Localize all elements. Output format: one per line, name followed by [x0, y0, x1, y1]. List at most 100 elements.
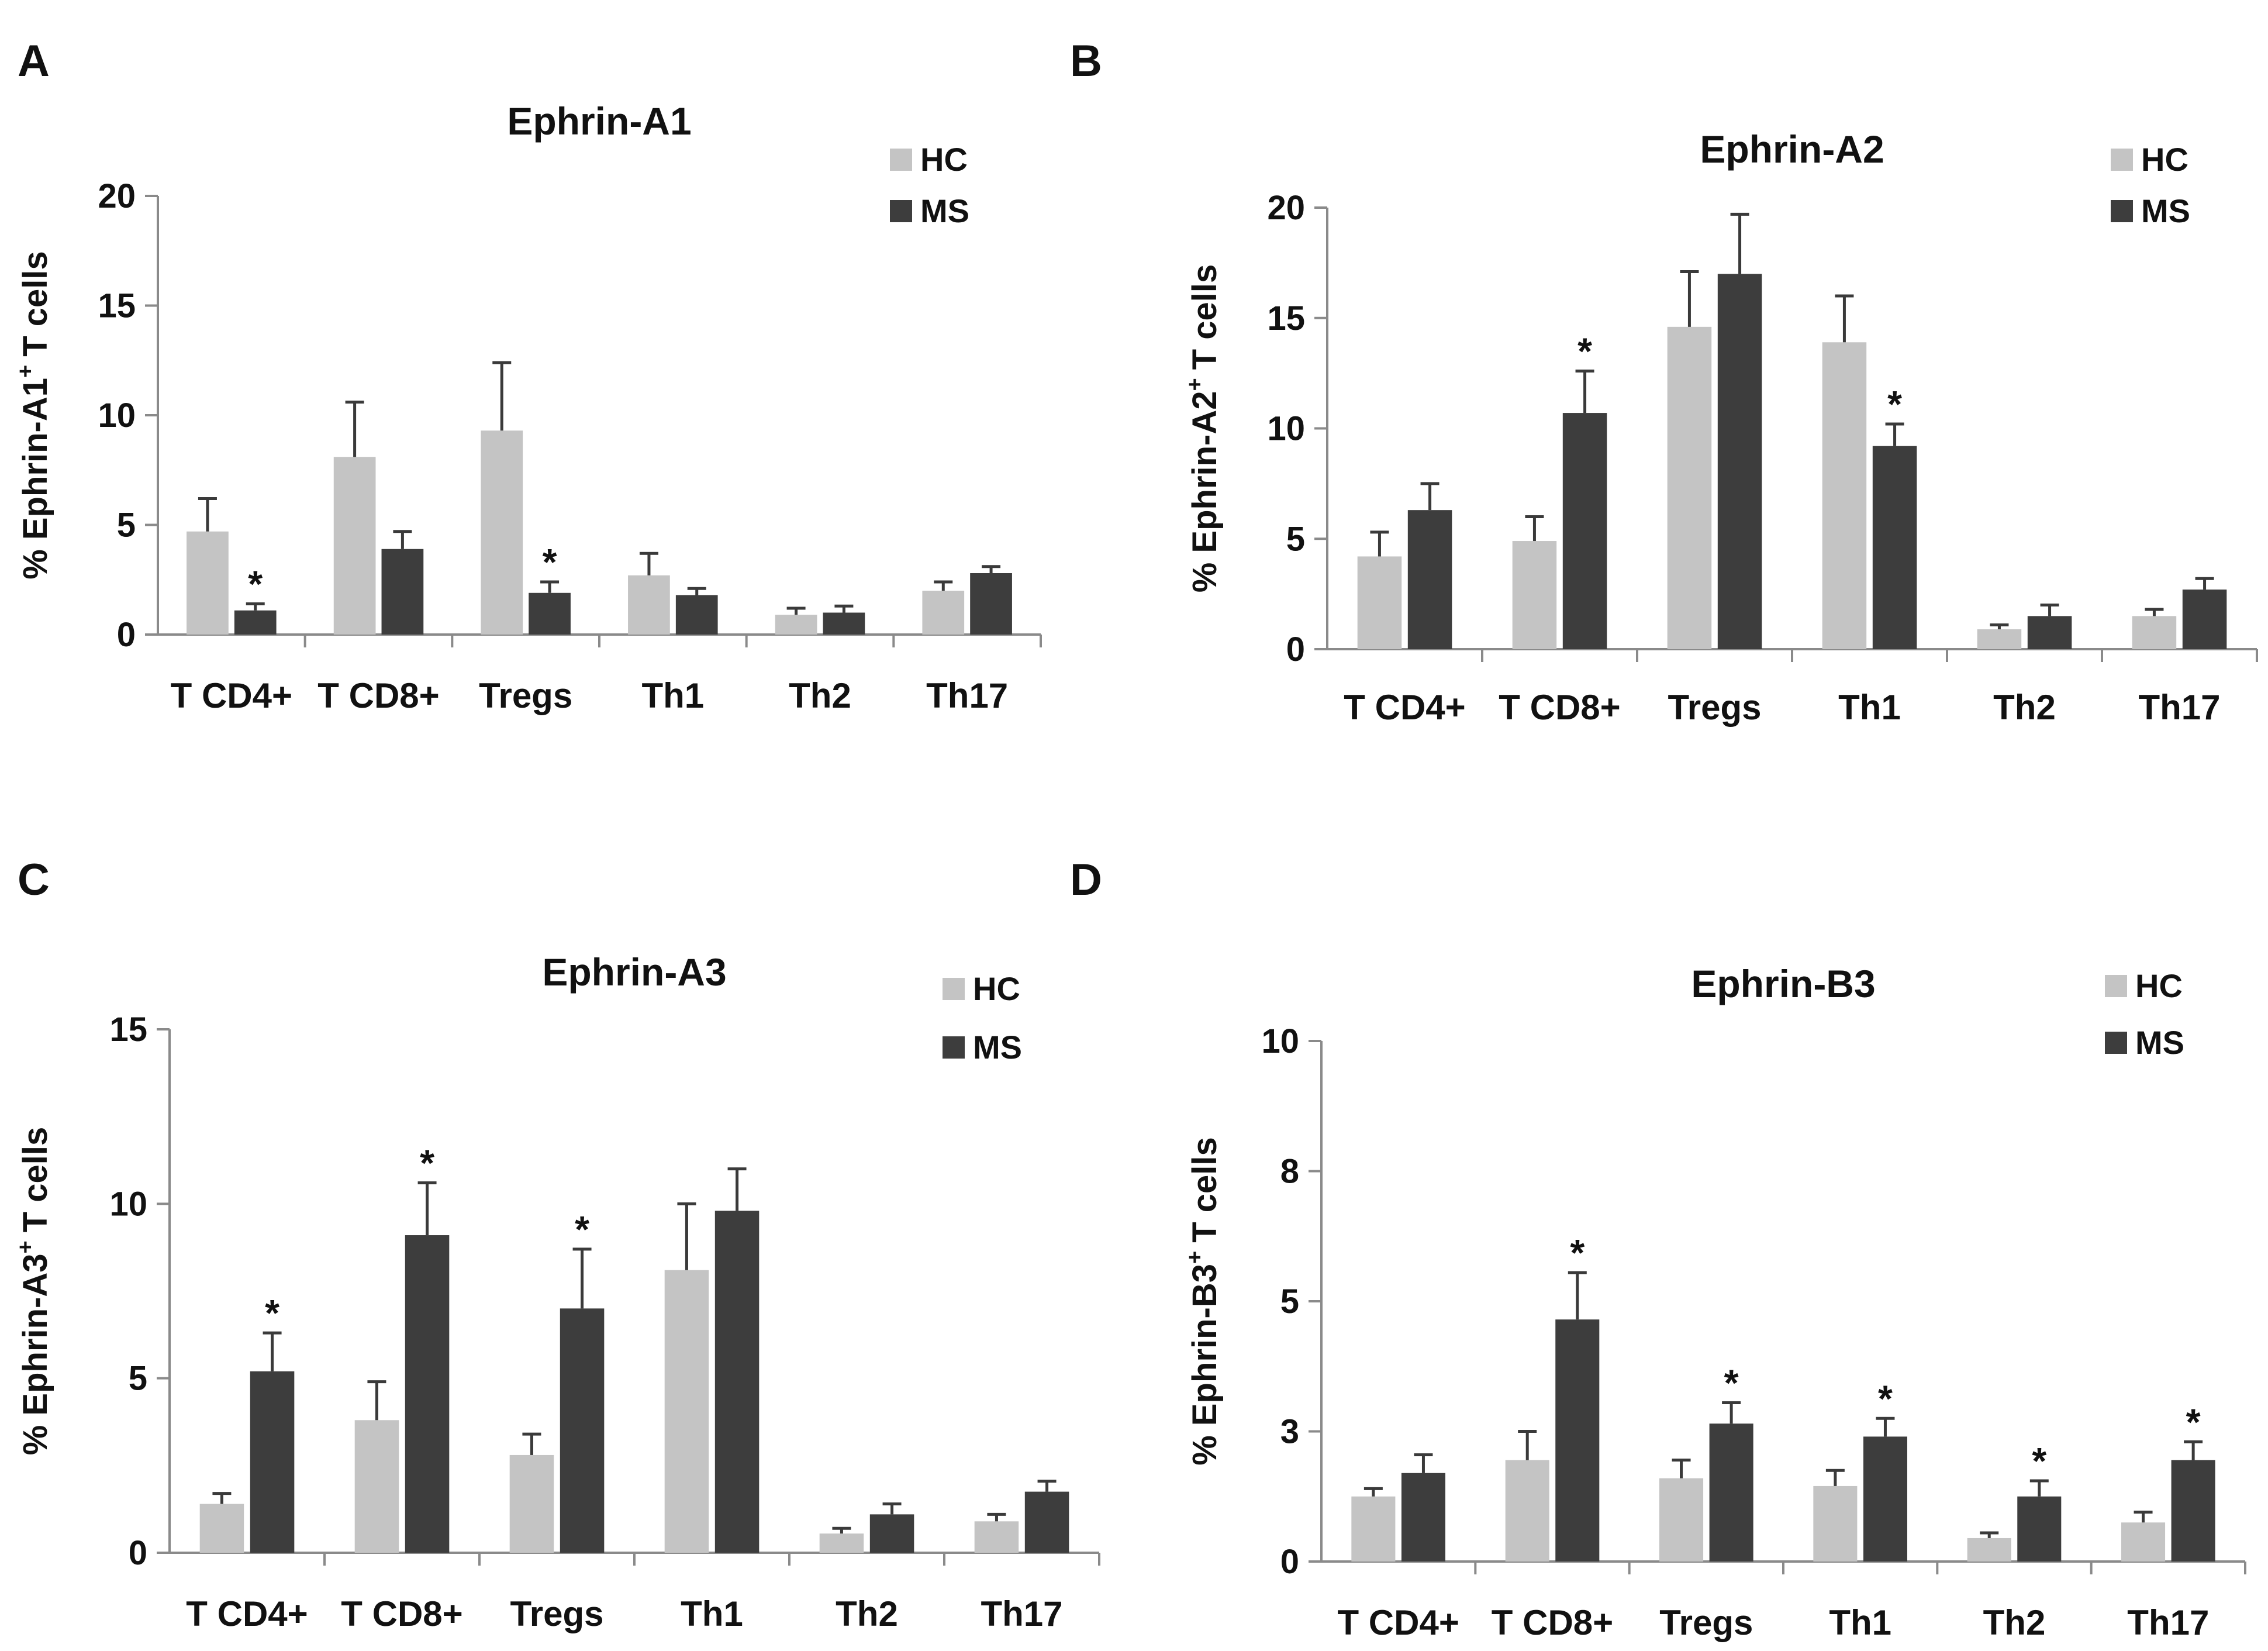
- bar-hc-tregs: [1659, 1478, 1704, 1562]
- category-label: Th2: [836, 1594, 898, 1633]
- bar-hc-tcd8: [1505, 1460, 1549, 1562]
- bar-ms-tcd8: [381, 549, 424, 635]
- y-tick-label: 8: [1280, 1153, 1299, 1191]
- bar-ms-tcd4: [1401, 1473, 1445, 1562]
- y-tick-label: 10: [1267, 410, 1305, 448]
- category-label: Th17: [2138, 688, 2220, 727]
- y-axis-label: % Ephrin-A3+ T cells: [13, 1127, 54, 1456]
- bar-hc-th2: [1977, 629, 2022, 649]
- bar-ms-tcd4: [250, 1371, 295, 1553]
- y-axis-label: % Ephrin-A2+ T cells: [1183, 264, 1224, 593]
- legend-swatch-ms: [943, 1036, 965, 1059]
- category-label: Th1: [681, 1594, 743, 1633]
- category-label: T CD8+: [1499, 688, 1620, 727]
- panel-letter: A: [18, 36, 50, 86]
- panel-c: C Ephrin-A3 0 5 10 15 % Ephrin-A3+ T cells T CD4…: [13, 855, 1100, 1633]
- panel-letter: C: [18, 855, 50, 905]
- legend-label-hc: HC: [2141, 141, 2188, 178]
- legend-label-ms: MS: [973, 1029, 1022, 1066]
- y-axis-label-main: % Ephrin-A3: [16, 1253, 54, 1455]
- chart-title: Ephrin-A1: [507, 99, 691, 143]
- panel-letter: D: [1070, 855, 1102, 905]
- y-axis-label-main: % Ephrin-B3: [1186, 1264, 1224, 1466]
- y-axis-label-sup: +: [1183, 378, 1207, 391]
- legend-label-hc: HC: [920, 141, 968, 178]
- chart-title: Ephrin-A3: [542, 950, 726, 994]
- bar-hc-tcd8: [1512, 541, 1557, 649]
- bar-ms-tcd4: [234, 610, 277, 635]
- legend-swatch-hc: [2111, 149, 2133, 171]
- bar-ms-tregs: [529, 592, 571, 635]
- bar-ms-th17: [970, 573, 1012, 635]
- significance-star: *: [2186, 1401, 2201, 1443]
- bar-hc-th1: [1822, 342, 1867, 649]
- panel-d: D Ephrin-B3 0 3 5 8 10 % Ephrin-B3+ T cells T CD4…: [1070, 855, 2246, 1642]
- category-label: Th2: [789, 676, 851, 715]
- y-axis-label-suffix: T cells: [16, 1127, 54, 1233]
- bar-ms-tcd8: [405, 1235, 450, 1553]
- legend-label-hc: HC: [973, 970, 1020, 1007]
- bar-hc-th2: [775, 615, 817, 635]
- bar-ms-th1: [675, 595, 718, 635]
- category-label: Th1: [1829, 1603, 1891, 1642]
- y-axis-label-sup: +: [13, 1240, 38, 1253]
- bar-ms-th1: [1863, 1436, 1907, 1562]
- legend-label-hc: HC: [2135, 967, 2183, 1004]
- y-tick-label: 20: [1267, 189, 1305, 227]
- y-axis-label-main: % Ephrin-A1: [16, 378, 54, 580]
- y-tick-label: 0: [129, 1534, 147, 1572]
- bar-ms-tregs: [560, 1308, 605, 1553]
- y-tick-label: 15: [98, 287, 136, 325]
- category-label: T CD8+: [1492, 1603, 1613, 1642]
- y-tick-label: 0: [1286, 630, 1305, 668]
- bar-hc-tregs: [481, 430, 523, 635]
- bar-hc-tcd8: [354, 1420, 399, 1553]
- significance-star: *: [248, 563, 263, 605]
- chart-title: Ephrin-A2: [1700, 127, 1884, 171]
- legend-label-ms: MS: [2135, 1024, 2184, 1061]
- legend-swatch-ms: [890, 200, 912, 222]
- bar-ms-tcd8: [1555, 1319, 1600, 1562]
- bar-ms-th2: [2027, 616, 2072, 649]
- significance-star: *: [265, 1292, 279, 1334]
- y-tick-label: 3: [1280, 1413, 1299, 1451]
- bar-hc-tcd4: [187, 531, 229, 635]
- y-tick-label: 5: [1280, 1283, 1299, 1321]
- y-axis-label-suffix: T cells: [1186, 264, 1224, 370]
- y-axis-label-sup: +: [1183, 1251, 1207, 1264]
- bar-hc-th1: [1813, 1485, 1858, 1562]
- bar-ms-tregs: [1709, 1423, 1753, 1562]
- category-label: Tregs: [1659, 1603, 1753, 1642]
- y-tick-label: 15: [109, 1011, 147, 1049]
- bar-hc-th17: [2121, 1522, 2166, 1562]
- category-label: Th17: [926, 676, 1008, 715]
- legend-label-ms: MS: [2141, 192, 2190, 229]
- panel-letter: B: [1070, 36, 1102, 86]
- category-label: T CD4+: [186, 1594, 308, 1633]
- bar-ms-tcd8: [1562, 413, 1607, 649]
- y-tick-label: 10: [109, 1185, 147, 1223]
- category-label: T CD4+: [1337, 1603, 1459, 1642]
- bar-ms-th17: [2171, 1460, 2215, 1562]
- y-tick-label: 0: [1280, 1543, 1299, 1581]
- significance-star: *: [1878, 1377, 1893, 1419]
- bar-hc-tregs: [1667, 326, 1712, 649]
- category-label: T CD4+: [1344, 688, 1465, 727]
- category-label: Th1: [1838, 688, 1901, 727]
- significance-star: *: [2032, 1440, 2046, 1482]
- panel-b: B Ephrin-A2 0 5 10 15 20 % Ephrin-A2+ T cells T C…: [1070, 36, 2258, 727]
- bar-ms-th2: [2017, 1496, 2062, 1562]
- category-label: Th1: [641, 676, 704, 715]
- legend-swatch-hc: [890, 149, 912, 171]
- bar-hc-tcd8: [333, 457, 376, 635]
- category-label: Th17: [981, 1594, 1062, 1633]
- y-tick-label: 10: [98, 397, 136, 435]
- category-label: Tregs: [479, 676, 572, 715]
- category-label: T CD8+: [341, 1594, 462, 1633]
- bar-hc-th1: [628, 575, 670, 635]
- chart-title: Ephrin-B3: [1691, 962, 1875, 1005]
- y-tick-label: 5: [1286, 520, 1305, 558]
- y-axis-label-main: % Ephrin-A2: [1186, 391, 1224, 592]
- bar-hc-tcd4: [199, 1504, 244, 1553]
- panel-a: A Ephrin-A1 0 5 10 15 20 % Ephrin-A1+ T cells T C…: [13, 36, 1042, 715]
